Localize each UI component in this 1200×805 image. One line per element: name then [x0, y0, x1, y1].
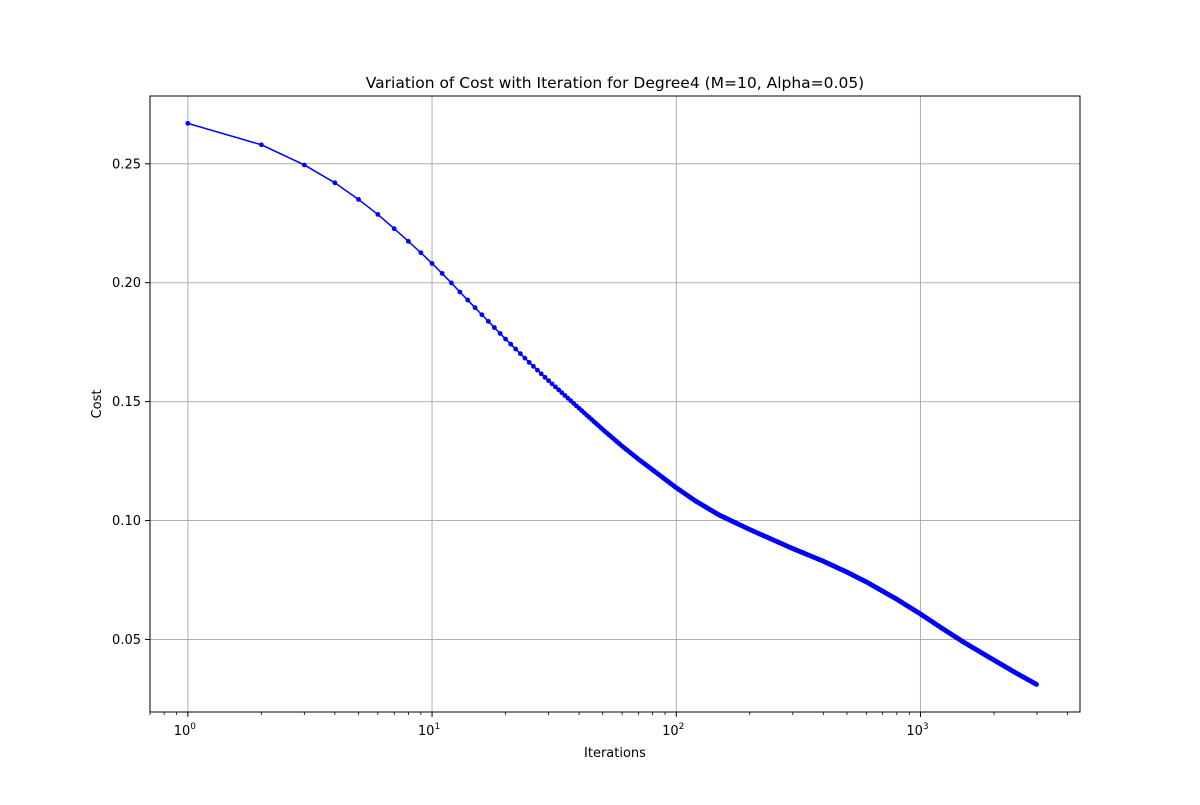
chart-title: Variation of Cost with Iteration for Deg…	[366, 74, 864, 92]
x-tick-label: 100	[174, 722, 197, 739]
data-point	[497, 331, 503, 336]
data-point	[538, 371, 544, 377]
data-point	[513, 346, 519, 352]
plot-frame	[149, 95, 1081, 713]
y-axis: 0.05 0.10 0.15 0.20 0.25	[112, 157, 150, 648]
y-tick-label: 0.15	[112, 395, 141, 410]
data-point	[465, 297, 471, 303]
data-point	[375, 212, 381, 217]
data-point	[439, 271, 445, 276]
y-tick-label: 0.05	[112, 633, 141, 648]
data-point	[530, 363, 536, 369]
x-axis: 100 101 102 103	[149, 712, 1068, 739]
data-point	[546, 378, 551, 384]
data-point	[405, 238, 411, 244]
data-point	[457, 289, 463, 295]
data-point	[472, 305, 478, 311]
data-point	[556, 387, 562, 393]
data-point	[503, 336, 508, 342]
y-tick-label: 0.10	[112, 514, 141, 529]
data-point	[391, 226, 397, 232]
data-point	[332, 180, 338, 186]
data-point	[301, 162, 307, 168]
data-point	[429, 261, 435, 266]
x-tick-label: 103	[906, 722, 928, 739]
data-point	[549, 381, 555, 387]
series-line	[187, 122, 1038, 686]
y-tick-label: 0.20	[112, 276, 141, 291]
x-tick-label: 102	[662, 722, 684, 739]
data-point	[356, 197, 361, 202]
data-point	[1034, 681, 1039, 687]
x-axis-label: Iterations	[584, 746, 646, 761]
data-point	[258, 142, 264, 148]
series-layer	[185, 120, 1039, 687]
data-point	[553, 384, 558, 390]
data-point	[522, 355, 528, 361]
data-point	[542, 374, 548, 380]
y-axis-label: Cost	[90, 390, 105, 419]
data-point	[534, 367, 540, 373]
data-point	[526, 359, 532, 365]
data-point	[485, 318, 491, 324]
x-tick-label: 101	[418, 722, 440, 739]
grid	[150, 96, 1080, 712]
data-point	[418, 250, 424, 256]
data-point	[479, 312, 485, 318]
data-point	[185, 120, 191, 126]
data-point	[559, 390, 565, 396]
data-point	[491, 325, 497, 330]
data-point	[517, 351, 523, 357]
data-point	[448, 280, 454, 286]
data-point	[508, 341, 514, 347]
y-tick-label: 0.25	[112, 157, 141, 172]
